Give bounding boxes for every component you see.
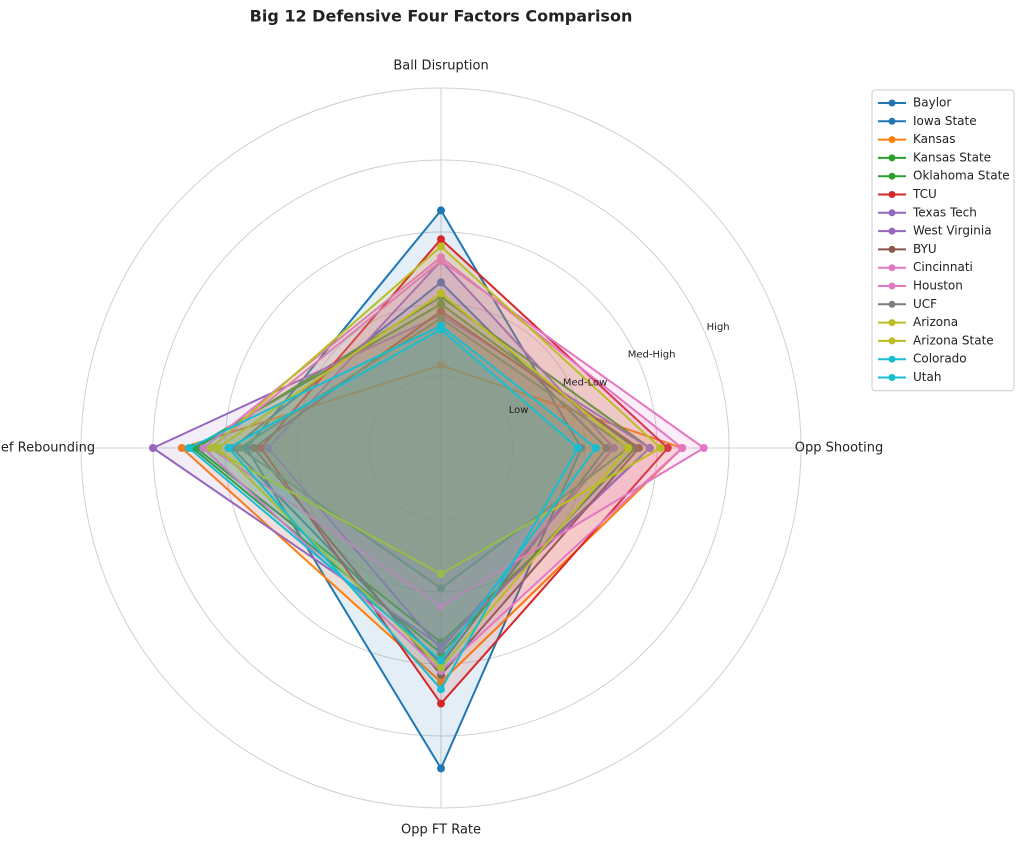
series-point [185, 444, 193, 452]
series-point [437, 570, 445, 578]
r-tick-label: Med-High [628, 350, 676, 361]
r-tick-label: Med-Low [563, 377, 607, 388]
legend-marker [888, 117, 896, 125]
series-point [242, 444, 251, 452]
legend-marker [888, 209, 896, 217]
legend-label: UCF [913, 297, 937, 311]
series-point [437, 663, 445, 672]
legend-label: BYU [913, 242, 937, 256]
legend-box [871, 89, 1015, 392]
r-tick-label: High [707, 322, 730, 333]
series-point [437, 584, 445, 593]
series-point [437, 289, 445, 298]
series-point [206, 444, 215, 452]
series-point [224, 444, 233, 452]
legend-label: Iowa State [913, 114, 977, 128]
legend-marker [888, 355, 896, 363]
series-point [437, 656, 445, 665]
series-area [203, 257, 683, 672]
legend-marker [888, 264, 896, 272]
series-point [264, 444, 273, 452]
legend-marker [888, 191, 896, 198]
axis-label: Ball Disruption [393, 59, 488, 74]
series-point [602, 444, 611, 452]
series-point [437, 300, 445, 308]
legend-marker [888, 245, 896, 253]
series-point [437, 206, 445, 215]
legend-label: Arizona [913, 315, 958, 329]
series-area [181, 365, 683, 682]
legend-marker [888, 300, 896, 308]
legend-label: Utah [913, 370, 941, 384]
series-point [437, 602, 445, 611]
axis-label: Opp Shooting [795, 441, 883, 456]
series-point [437, 235, 445, 244]
legend-label: Houston [913, 279, 963, 293]
series-point [437, 278, 445, 287]
series-point [573, 444, 582, 452]
series-point [437, 685, 445, 694]
series-area [210, 246, 661, 574]
series-point [437, 325, 445, 334]
series-point [591, 444, 600, 452]
series-point [609, 444, 618, 452]
series-area [253, 311, 640, 675]
series-point [663, 444, 672, 452]
series-point [437, 642, 445, 650]
series-area [228, 329, 578, 690]
legend-label: Cincinnati [913, 260, 973, 274]
legend-marker [888, 374, 896, 381]
legend-marker [888, 282, 896, 290]
legend-label: Oklahoma State [913, 169, 1010, 183]
legend-label: West Virginia [913, 224, 992, 238]
series-point [656, 444, 665, 452]
legend-marker [888, 172, 896, 180]
series-area [153, 314, 650, 646]
series-area [210, 260, 704, 607]
legend-marker [888, 319, 896, 327]
series-point [437, 242, 445, 251]
series-point [249, 444, 258, 452]
legend-marker [888, 154, 896, 162]
series-point [149, 444, 157, 452]
series-point [699, 444, 708, 452]
series-point [645, 444, 654, 452]
series-point [177, 444, 186, 452]
series-point [213, 444, 222, 452]
legend-label: Arizona State [913, 333, 994, 347]
series-area [268, 260, 614, 650]
series-area [217, 293, 629, 668]
legend-label: Texas Tech [912, 205, 977, 219]
series-point [199, 444, 208, 452]
series-point [678, 444, 687, 452]
series-area [189, 325, 596, 661]
series-point [437, 699, 445, 708]
legend-marker [888, 227, 896, 235]
series-point [437, 314, 445, 323]
series-point [437, 307, 445, 316]
legend-label: Colorado [913, 352, 967, 366]
chart-title: Big 12 Defensive Four Factors Comparison [250, 7, 633, 26]
legend-marker [888, 99, 896, 107]
legend-label: Kansas State [913, 150, 991, 164]
series-point [437, 256, 445, 265]
legend-marker [888, 337, 896, 345]
series-point [235, 444, 244, 452]
series-point [624, 444, 633, 452]
axis-label: Opp FT Rate [401, 823, 481, 838]
series-point [257, 444, 265, 452]
legend-marker [888, 136, 896, 144]
legend-label: Kansas [913, 132, 955, 146]
series-point [437, 361, 445, 370]
axis-label: Def Rebounding [0, 441, 95, 456]
series-point [635, 444, 643, 452]
legend-label: Baylor [913, 96, 951, 110]
legend-label: TCU [912, 187, 937, 201]
series-point [437, 764, 445, 773]
r-tick-label: Low [509, 405, 529, 416]
